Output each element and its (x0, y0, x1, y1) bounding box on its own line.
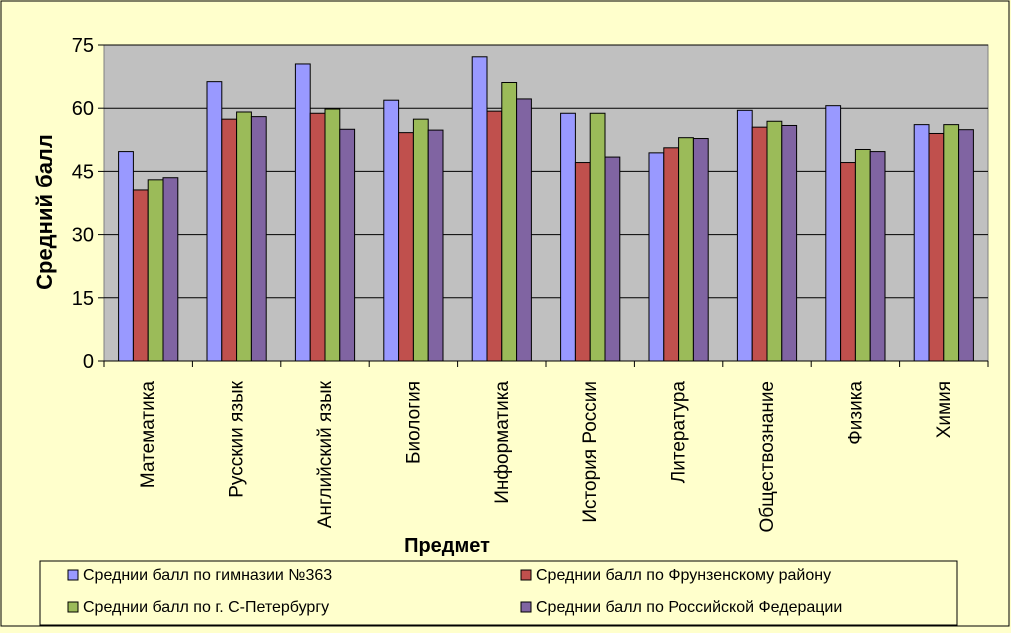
y-tick-label: 60 (72, 98, 94, 120)
bar (678, 137, 694, 362)
x-tick-label: Английский язык (315, 380, 336, 528)
bar (221, 118, 238, 362)
x-tick-label: Русскии язык (227, 380, 248, 497)
x-tick-label: Химия (934, 381, 955, 438)
bar (383, 99, 400, 362)
legend-box (39, 560, 958, 626)
bar (825, 105, 842, 362)
bar (663, 147, 680, 362)
bar (398, 132, 414, 362)
y-axis-title: Средний балл (32, 134, 57, 290)
bar (132, 189, 149, 362)
bar (928, 132, 945, 362)
y-tick-label: 0 (83, 351, 94, 373)
bar (958, 129, 974, 362)
y-tick-label: 15 (72, 288, 94, 310)
bar (781, 124, 798, 362)
bar (943, 124, 960, 362)
legend-swatch (520, 601, 532, 613)
bar (840, 162, 856, 362)
bar (250, 116, 267, 362)
bar (118, 151, 134, 362)
y-tick-label: 45 (72, 161, 94, 183)
bar (869, 151, 886, 362)
y-tick-labels: 0 15 30 45 60 75 (72, 35, 104, 373)
bar (589, 112, 606, 362)
legend-label: Среднии балл по г. С-Петербургу (83, 599, 329, 616)
x-axis-title: Предмет (404, 535, 490, 557)
legend-label: Среднии балл по гимназии №363 (83, 567, 332, 584)
bar (147, 179, 164, 362)
bar (648, 152, 665, 362)
bar (412, 118, 429, 362)
y-tick-label: 75 (72, 35, 94, 57)
legend-swatch (520, 569, 532, 581)
bar (516, 98, 532, 362)
bar (309, 112, 326, 362)
legend: Среднии балл по гимназии №363 Среднии бал… (39, 560, 958, 626)
x-tick-labels: Математика Русскии язык Английский язык Био… (103, 361, 989, 533)
bar (486, 110, 503, 362)
y-tick-label: 30 (72, 225, 94, 247)
bar (206, 81, 223, 362)
legend-swatch (67, 569, 79, 581)
bar (324, 108, 341, 362)
bar (560, 112, 576, 362)
x-tick-label: Математика (138, 381, 159, 489)
bar (427, 129, 444, 362)
bar (604, 156, 621, 362)
x-tick-label: Литература (669, 381, 690, 484)
legend-label: Среднии балл по Фрунзенскому району (536, 567, 831, 584)
bar (501, 81, 518, 362)
x-tick-label: Физика (845, 381, 866, 445)
legend-swatch (67, 601, 79, 613)
legend-label: Среднии балл по Российской Федерации (536, 599, 842, 616)
bar (339, 128, 356, 362)
x-tick-label: История России (580, 381, 601, 523)
bar (294, 63, 311, 362)
bar (162, 177, 179, 362)
bar (471, 56, 488, 362)
bar (913, 124, 930, 362)
bar (854, 148, 871, 362)
bar (574, 162, 591, 362)
x-tick-label: Биология (403, 381, 424, 464)
bar (736, 109, 753, 362)
bar (766, 120, 783, 362)
x-tick-label: Информатика (492, 381, 513, 504)
x-tick-label: Обществознание (757, 381, 778, 533)
bar (692, 138, 709, 362)
bar (751, 126, 768, 362)
bars (118, 56, 974, 362)
bar (236, 111, 252, 362)
